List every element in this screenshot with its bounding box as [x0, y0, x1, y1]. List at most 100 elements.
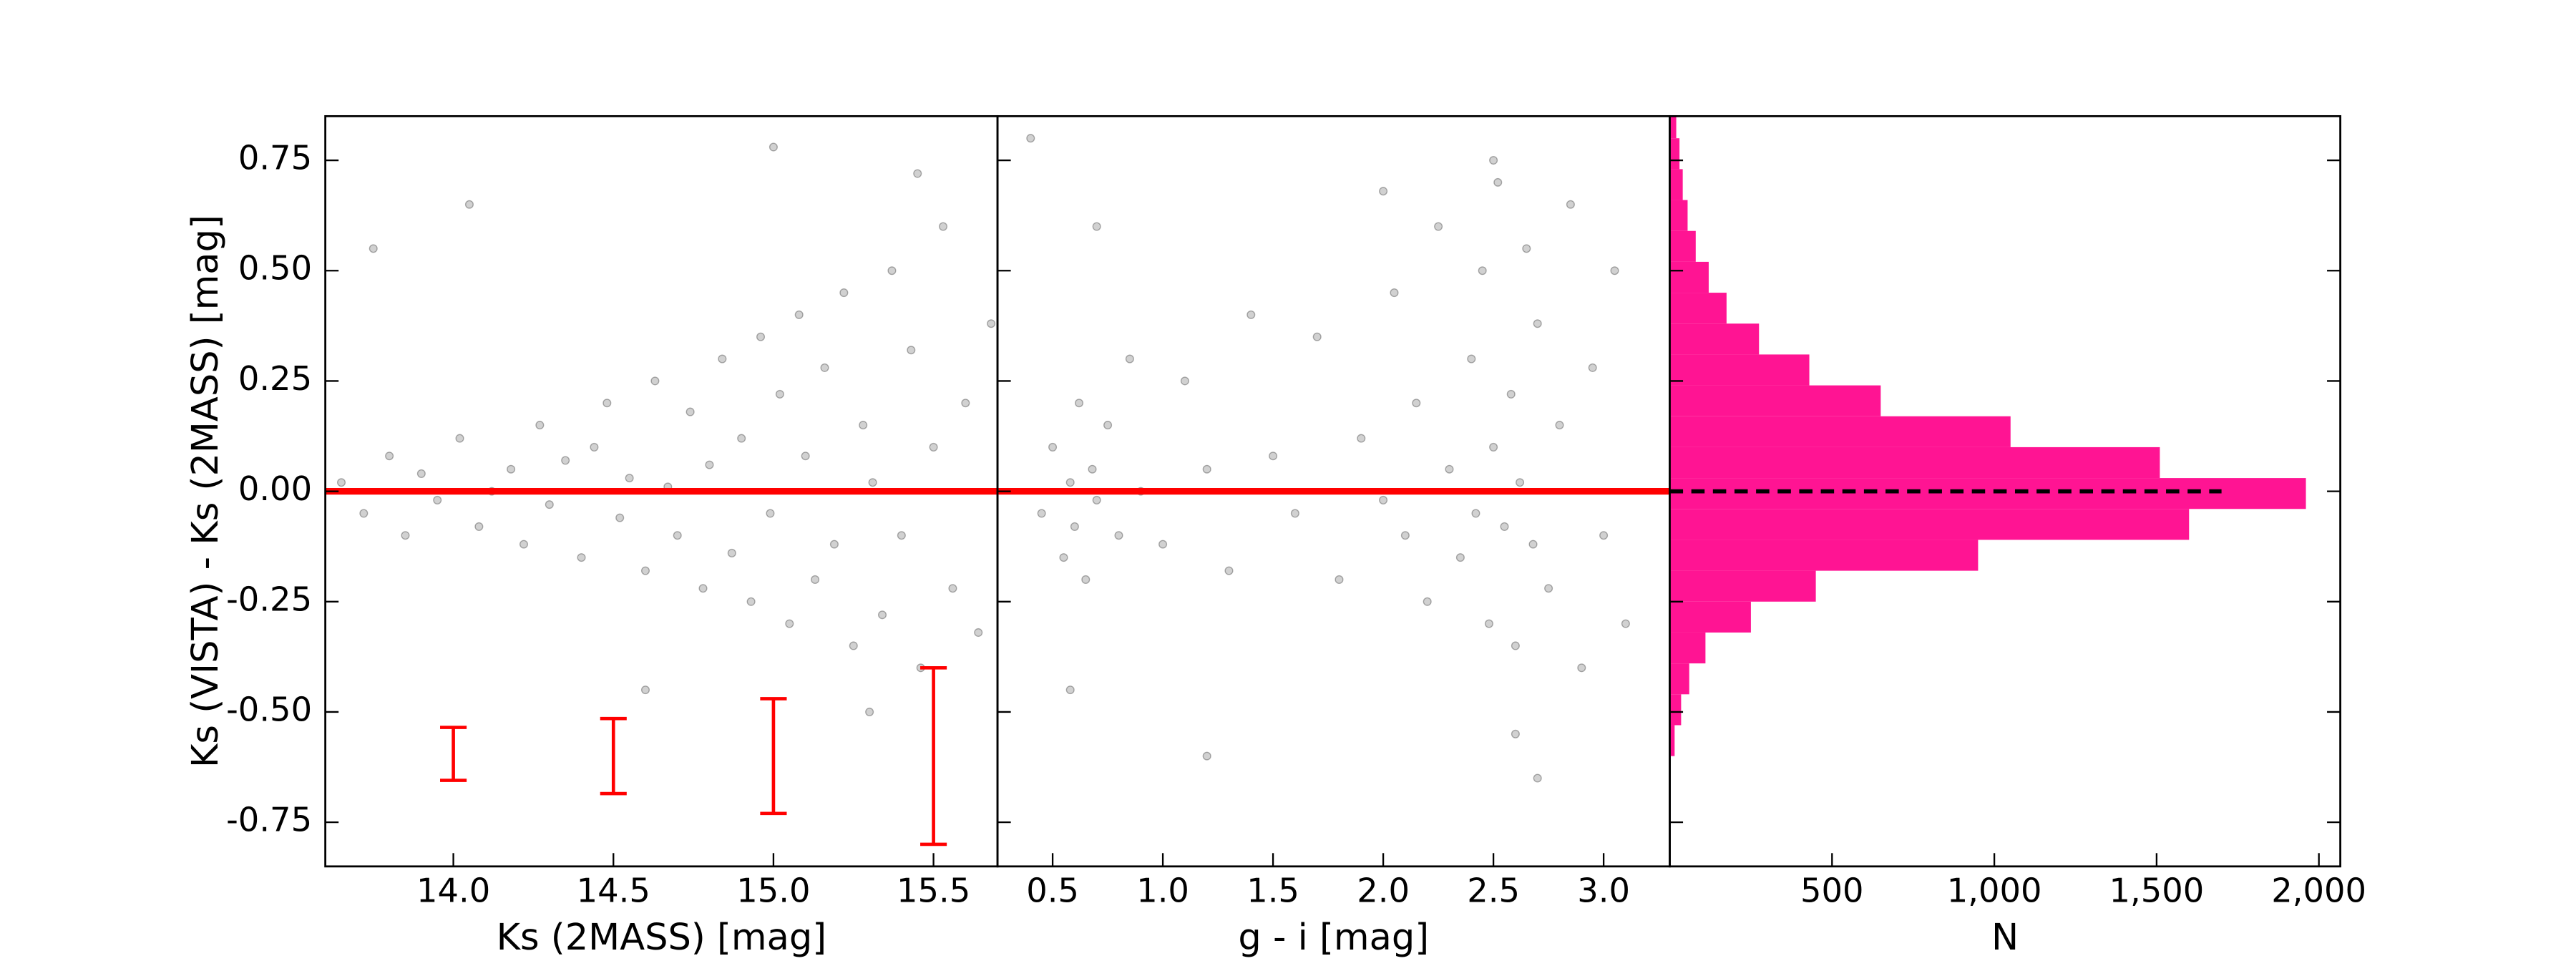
scatter-point	[1048, 442, 1058, 452]
scatter-point	[416, 469, 426, 478]
hist-bar	[1669, 570, 1816, 602]
scatter-point	[907, 346, 916, 355]
scatter-point	[1500, 522, 1509, 531]
y-tick-label: 0.25	[238, 359, 312, 398]
scatter-point	[705, 460, 714, 469]
scatter-point	[801, 452, 810, 461]
y-axis-label: Ks (VISTA) - Ks (2MASS) [mag]	[185, 215, 227, 768]
scatter-point	[1114, 531, 1123, 540]
scatter-point	[1445, 464, 1454, 474]
hist-bar	[1669, 478, 2306, 509]
scatter-point	[811, 575, 820, 584]
scatter-point	[1202, 464, 1211, 474]
x-tick-label: 0.5	[1026, 871, 1079, 909]
plot-area	[325, 142, 998, 847]
scatter-point	[1533, 319, 1542, 328]
scatter-point	[507, 464, 516, 474]
scatter-point	[1522, 244, 1531, 253]
y-tick-label: -0.75	[226, 801, 312, 839]
scatter-point	[1125, 354, 1134, 364]
scatter-point	[766, 509, 775, 518]
x-tick-label: 2.5	[1467, 871, 1520, 909]
scatter-point	[1493, 177, 1503, 187]
scatter-point	[1065, 686, 1075, 695]
scatter-point	[987, 319, 996, 328]
scatter-point	[1103, 421, 1113, 430]
scatter-point	[849, 641, 858, 650]
y-tick-label: 0.00	[238, 469, 312, 508]
scatter-point	[785, 619, 794, 628]
scatter-point	[1588, 363, 1597, 372]
scatter-point	[433, 495, 442, 504]
scatter-point	[1390, 288, 1399, 298]
scatter-point	[1081, 575, 1091, 584]
scatter-point	[859, 421, 868, 430]
scatter-point	[1224, 566, 1234, 575]
scatter-point	[877, 610, 887, 620]
y-tick-label: 0.75	[238, 139, 312, 177]
hist-bar	[1669, 601, 1751, 633]
scatter-point	[698, 584, 708, 593]
scatter-point	[650, 376, 660, 386]
x-tick-label: 14.5	[577, 871, 650, 909]
scatter-point	[640, 686, 650, 695]
scatter-point	[929, 442, 938, 452]
scatter-point	[820, 363, 829, 372]
scatter-point	[369, 244, 378, 253]
scatter-point	[673, 531, 682, 540]
scatter-point	[1092, 495, 1101, 504]
scatter-point	[887, 266, 897, 275]
scatter-point	[1434, 222, 1443, 231]
scatter-point	[1269, 452, 1278, 461]
error-bar	[760, 697, 787, 816]
scatter-point	[948, 584, 957, 593]
hist-bar	[1669, 293, 1727, 324]
scatter-point	[615, 513, 625, 522]
scatter-point	[1075, 399, 1084, 408]
scatter-point	[1202, 751, 1211, 761]
x-tick-label: 1.5	[1246, 871, 1299, 909]
scatter-point	[1478, 266, 1487, 275]
hist-bar	[1669, 540, 1979, 571]
scatter-point	[1290, 509, 1299, 518]
scatter-point	[913, 169, 922, 178]
scatter-point	[868, 478, 877, 487]
scatter-point	[1489, 156, 1498, 165]
hist-bar	[1669, 200, 1688, 231]
scatter-point	[1088, 464, 1097, 474]
scatter-point	[336, 478, 346, 487]
scatter-point	[474, 522, 484, 531]
hist-bar	[1669, 416, 2011, 447]
scatter-point	[1484, 619, 1493, 628]
hist-bar	[1669, 354, 1810, 386]
x-tick-label: 15.5	[897, 871, 970, 909]
y-tick-label: 0.50	[238, 249, 312, 288]
scatter-point	[1379, 495, 1388, 504]
scatter-point	[1577, 663, 1586, 673]
x-tick-label: 15.0	[736, 871, 810, 909]
scatter-point	[1544, 584, 1553, 593]
scatter-point	[1400, 531, 1410, 540]
scatter-point	[1467, 354, 1476, 364]
scatter-point	[1528, 540, 1538, 549]
scatter-point	[1070, 522, 1079, 531]
scatter-point	[1506, 389, 1516, 399]
scatter-point	[625, 474, 634, 483]
scatter-point	[1533, 774, 1542, 783]
error-bar	[920, 665, 947, 847]
scatter-point	[839, 288, 849, 298]
x-axis-label: g - i [mag]	[1238, 917, 1429, 959]
scatter-point	[464, 200, 474, 209]
scatter-point	[519, 540, 529, 549]
scatter-point	[1455, 553, 1465, 562]
x-tick-label: 1,000	[1947, 871, 2042, 909]
hist-bar	[1669, 138, 1680, 170]
hist-bar	[1669, 447, 2160, 479]
scatter-point	[1423, 597, 1432, 606]
scatter-point	[1065, 478, 1075, 487]
hist-bar	[1669, 169, 1683, 200]
scatter-point	[1489, 442, 1498, 452]
scatter-point	[577, 553, 586, 562]
hist-bar	[1669, 509, 2190, 540]
